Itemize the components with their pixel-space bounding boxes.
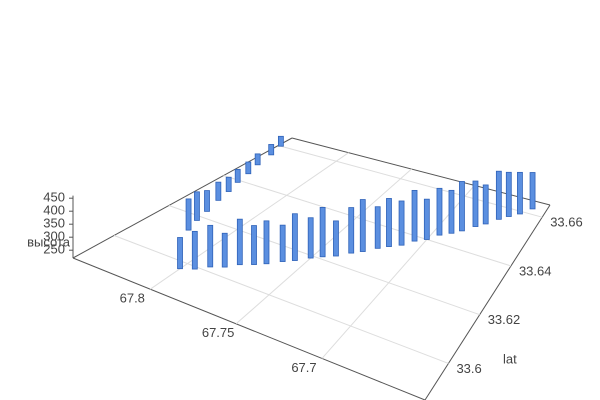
bar xyxy=(436,187,443,236)
z-tick-label: 450 xyxy=(43,190,65,205)
grid-line xyxy=(113,235,449,364)
bar xyxy=(251,225,257,265)
bar xyxy=(374,206,381,249)
bar xyxy=(279,224,286,262)
z-tick-label: 400 xyxy=(43,203,65,218)
z-axis-title: высота xyxy=(27,234,71,249)
bar xyxy=(505,171,512,217)
bar xyxy=(319,207,326,258)
bar xyxy=(204,190,210,212)
bar xyxy=(333,220,339,257)
bar xyxy=(472,180,479,227)
bar xyxy=(482,184,489,225)
y-axis-title: lat xyxy=(503,351,517,366)
bar xyxy=(386,198,392,247)
z-tick-label: 300 xyxy=(43,229,65,244)
y-tick-label: 33.6 xyxy=(456,361,481,376)
bar xyxy=(215,181,222,201)
grid-line xyxy=(168,205,480,316)
floor-edge xyxy=(424,204,551,400)
z-tick-label: 350 xyxy=(43,216,65,231)
grid-line xyxy=(223,175,512,267)
bar xyxy=(177,237,183,270)
bar xyxy=(191,230,198,270)
x-tick-label: 67.7 xyxy=(291,360,316,375)
bar xyxy=(411,189,418,242)
bar xyxy=(348,207,355,254)
bar xyxy=(254,153,261,166)
bar xyxy=(245,161,252,175)
grid-line xyxy=(149,152,349,290)
x-tick-label: 67.75 xyxy=(202,325,235,340)
y-tick-label: 33.66 xyxy=(550,215,583,230)
bar xyxy=(529,172,536,210)
bar xyxy=(398,200,405,246)
bar xyxy=(517,171,523,215)
bar xyxy=(495,170,502,220)
bar xyxy=(423,198,430,240)
grid-line xyxy=(278,145,543,218)
y-tick-label: 33.62 xyxy=(488,312,521,327)
bar xyxy=(291,213,298,261)
bar xyxy=(263,220,270,265)
bar xyxy=(207,224,214,268)
bar xyxy=(225,176,232,192)
x-tick-label: 67.8 xyxy=(120,291,145,306)
bar xyxy=(268,144,275,156)
bar xyxy=(234,168,241,183)
bar xyxy=(459,181,465,232)
z-tick-label: 250 xyxy=(43,242,65,257)
bar xyxy=(236,218,243,266)
bar xyxy=(307,217,314,259)
bar xyxy=(221,232,228,268)
bar xyxy=(277,135,284,147)
y-tick-label: 33.64 xyxy=(519,263,552,278)
bar xyxy=(448,189,455,234)
bar xyxy=(194,191,200,221)
bar xyxy=(359,199,366,252)
bar xyxy=(185,198,192,231)
floor-edge xyxy=(72,257,426,400)
